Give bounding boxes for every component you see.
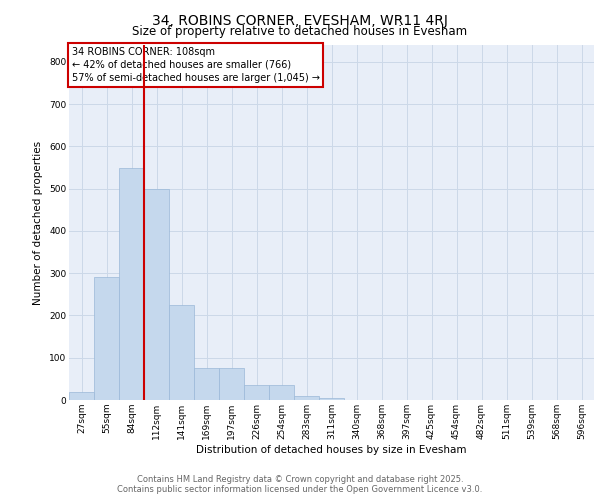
Bar [194, 368, 219, 400]
Bar [294, 396, 319, 400]
Text: Contains HM Land Registry data © Crown copyright and database right 2025.: Contains HM Land Registry data © Crown c… [137, 474, 463, 484]
Bar [219, 368, 244, 400]
Bar [244, 385, 269, 400]
Bar [119, 168, 144, 400]
Bar [69, 392, 94, 400]
Bar [319, 398, 344, 400]
Bar [144, 188, 169, 400]
Bar [169, 305, 194, 400]
Y-axis label: Number of detached properties: Number of detached properties [34, 140, 43, 304]
Bar [94, 278, 119, 400]
Text: 34, ROBINS CORNER, EVESHAM, WR11 4RJ: 34, ROBINS CORNER, EVESHAM, WR11 4RJ [152, 14, 448, 28]
Text: Contains public sector information licensed under the Open Government Licence v3: Contains public sector information licen… [118, 484, 482, 494]
Bar [269, 385, 294, 400]
X-axis label: Distribution of detached houses by size in Evesham: Distribution of detached houses by size … [196, 444, 467, 454]
Text: Size of property relative to detached houses in Evesham: Size of property relative to detached ho… [133, 25, 467, 38]
Text: 34 ROBINS CORNER: 108sqm
← 42% of detached houses are smaller (766)
57% of semi-: 34 ROBINS CORNER: 108sqm ← 42% of detach… [71, 47, 320, 83]
